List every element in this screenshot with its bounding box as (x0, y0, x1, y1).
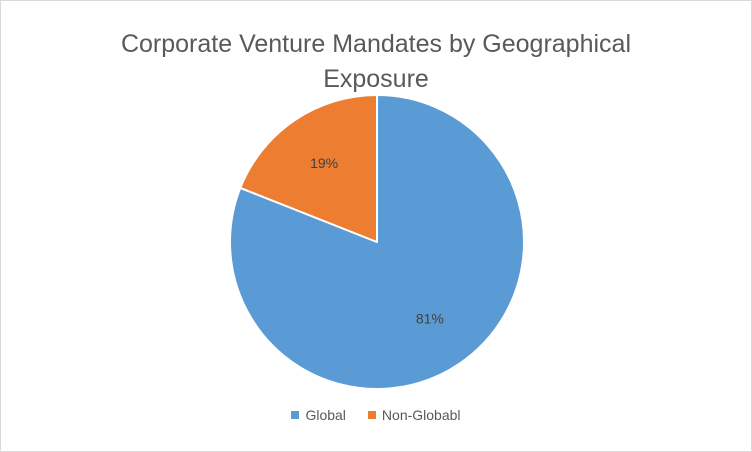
legend-swatch (367, 411, 376, 419)
legend-swatch (291, 411, 300, 419)
legend-item-global: Global (291, 407, 346, 423)
legend-item-non-global: Non-Globabl (367, 407, 461, 423)
chart-title: Corporate Venture Mandates by Geographic… (120, 30, 632, 93)
data-label-non-global: 19% (310, 155, 338, 171)
data-label-global: 81% (416, 311, 444, 327)
legend-label: Non-Globabl (381, 407, 461, 423)
chart-legend: Global Non-Globabl (1, 407, 751, 423)
pie-slice-non-global (239, 94, 378, 243)
legend-label: Global (305, 407, 346, 423)
